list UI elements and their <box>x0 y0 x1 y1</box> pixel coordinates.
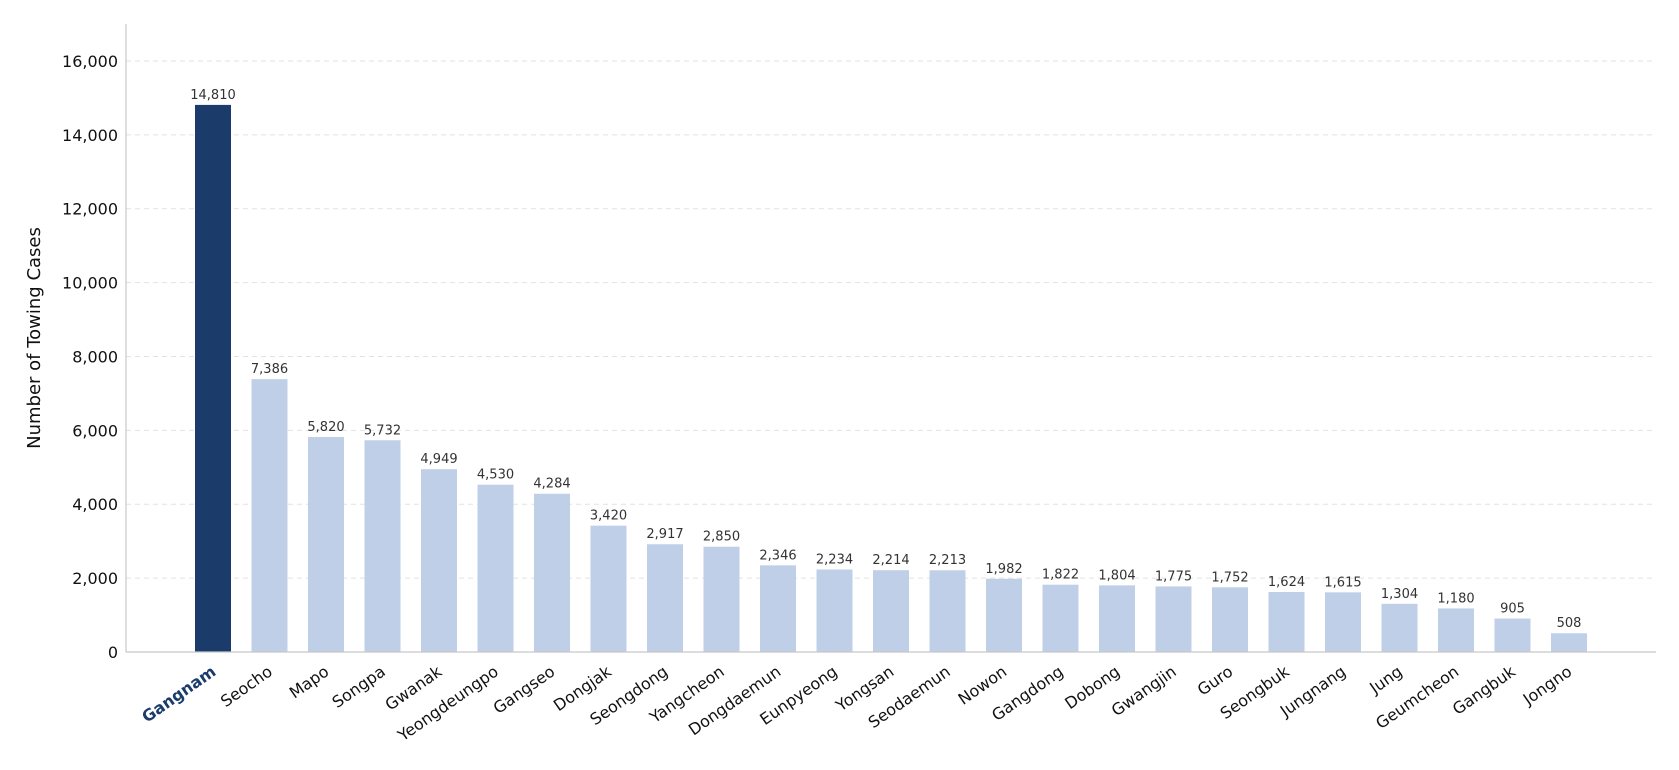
bar-jungnang <box>1325 592 1361 652</box>
data-label: 2,214 <box>872 553 909 568</box>
bar-dobong <box>1099 585 1135 652</box>
data-labels: 14,810 7,386 5,820 5,732 4,949 4,530 4,284 3,42… <box>190 88 1581 631</box>
bar-gangdong <box>1042 584 1079 652</box>
data-label: 1,180 <box>1437 591 1474 606</box>
y-tick-label: 16,000 <box>62 52 118 71</box>
bar-gwangjin <box>1155 586 1192 652</box>
bar-eunpyeong <box>816 569 853 652</box>
x-tick-label: Gangbuk <box>1449 661 1520 718</box>
axes <box>125 24 1656 653</box>
y-tick-label: 0 <box>108 643 118 662</box>
data-label: 2,850 <box>703 530 740 545</box>
data-label: 1,804 <box>1098 568 1135 583</box>
x-tick-label: Jung <box>1365 662 1406 698</box>
y-tick-label: 14,000 <box>62 126 118 145</box>
bar-dongjak <box>590 525 627 652</box>
x-tick-label: Gangseo <box>490 662 559 718</box>
data-label: 3,420 <box>590 509 627 524</box>
data-label: 2,213 <box>929 553 966 568</box>
bar-gwanak <box>421 469 457 652</box>
bar-yeongdeungpo <box>477 484 514 652</box>
bar-yongsan <box>873 570 909 652</box>
x-tick-label: Yeongdeungpo <box>393 662 501 746</box>
bar-mapo <box>308 437 344 652</box>
data-label: 1,304 <box>1381 587 1418 602</box>
bar-seocho <box>251 379 288 652</box>
bar-seongbuk <box>1268 592 1305 652</box>
bar-dongdaemun <box>760 565 796 652</box>
data-label: 14,810 <box>190 88 236 103</box>
y-axis-label: Number of Towing Cases <box>24 227 45 449</box>
gridlines <box>126 60 1656 579</box>
bar-jongno <box>1551 633 1587 652</box>
data-label: 5,820 <box>307 420 344 435</box>
x-tick-label: Songpa <box>329 662 389 712</box>
x-tick-label: Jongno <box>1519 662 1576 710</box>
y-tick-labels: 0 2,000 4,000 6,000 8,000 10,000 12,000 14,000 1… <box>62 52 118 662</box>
bar-nowon <box>986 578 1022 652</box>
y-tick-label: 8,000 <box>72 347 118 366</box>
data-label: 508 <box>1557 616 1582 631</box>
data-label: 1,822 <box>1042 568 1079 583</box>
bar-geumcheon <box>1438 608 1474 652</box>
data-label: 1,775 <box>1155 569 1192 584</box>
y-tick-label: 10,000 <box>62 274 118 293</box>
data-label: 1,982 <box>985 562 1022 577</box>
bar-seongdong <box>647 544 683 652</box>
data-label: 4,530 <box>477 468 514 483</box>
bar-yangcheon <box>703 546 740 652</box>
y-tick-label: 4,000 <box>72 495 118 514</box>
bar-songpa <box>364 440 401 652</box>
x-tick-label: Seocho <box>217 662 276 711</box>
data-label: 7,386 <box>251 362 288 377</box>
data-label: 2,917 <box>646 527 683 542</box>
x-tick-label: Gwangjin <box>1108 662 1180 720</box>
data-label: 1,624 <box>1268 575 1305 590</box>
bar-gangnam <box>195 104 231 652</box>
data-label: 2,346 <box>759 548 796 563</box>
x-tick-label: Gangnam <box>138 662 219 727</box>
bar-gangbuk <box>1494 618 1531 652</box>
y-tick-label: 12,000 <box>62 200 118 219</box>
y-tick-label: 2,000 <box>72 569 118 588</box>
bar-seodaemun <box>929 570 966 652</box>
data-label: 4,949 <box>420 452 457 467</box>
x-tick-label: Guro <box>1194 662 1236 700</box>
y-tick-label: 6,000 <box>72 421 118 440</box>
bar-gangseo <box>534 493 570 652</box>
data-label: 905 <box>1500 602 1525 617</box>
bars <box>195 104 1587 652</box>
data-label: 4,284 <box>533 477 570 492</box>
x-tick-label: Mapo <box>286 662 333 703</box>
bar-guro <box>1212 587 1248 652</box>
data-label: 1,615 <box>1324 575 1361 590</box>
data-label: 5,732 <box>364 423 401 438</box>
data-label: 2,234 <box>816 552 853 567</box>
bar-jung <box>1381 603 1418 652</box>
data-label: 1,752 <box>1211 570 1248 585</box>
